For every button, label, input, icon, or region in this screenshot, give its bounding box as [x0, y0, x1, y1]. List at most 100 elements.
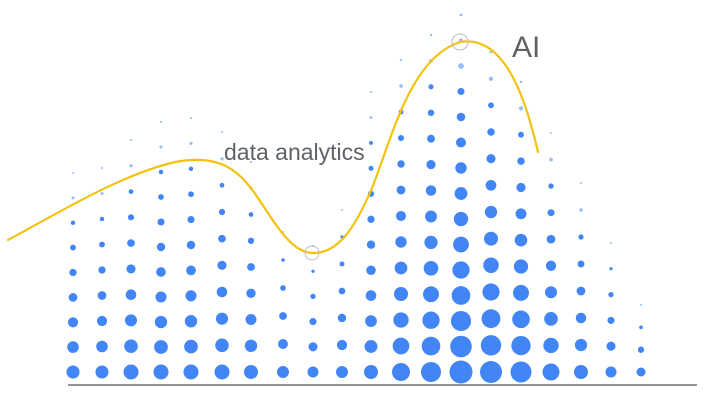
dot: [339, 261, 345, 267]
dot: [215, 338, 229, 353]
dot: [426, 160, 436, 170]
dot: [579, 208, 583, 212]
dot: [482, 283, 500, 301]
dot: [154, 315, 168, 329]
dot: [369, 116, 373, 119]
dot: [575, 312, 587, 324]
dot: [130, 139, 132, 141]
dot: [129, 164, 133, 168]
dot: [542, 363, 560, 381]
dot: [70, 244, 76, 251]
dot: [427, 134, 435, 143]
dot: [397, 160, 405, 168]
dot: [574, 365, 588, 379]
dot: [423, 286, 439, 303]
dot: [99, 241, 105, 248]
dot: [188, 166, 194, 172]
dot: [123, 364, 139, 380]
dot: [280, 285, 286, 291]
dot: [366, 240, 376, 249]
dot: [394, 261, 408, 275]
dot: [637, 346, 645, 353]
dot: [67, 317, 79, 328]
dot: [395, 210, 407, 222]
dot: [338, 287, 346, 295]
dot: [483, 257, 499, 274]
dot: [72, 172, 74, 174]
dot: [365, 315, 377, 327]
dot: [218, 208, 226, 216]
ai-label: AI: [512, 31, 541, 64]
dot: [639, 325, 643, 330]
dot: [395, 236, 407, 248]
data-analytics-label: data analytics: [224, 139, 365, 165]
dot: [248, 212, 254, 217]
dot: [429, 33, 433, 37]
dot: [610, 242, 612, 244]
dot: [245, 314, 257, 325]
dot: [544, 312, 558, 326]
dot: [455, 162, 467, 174]
dot: [481, 309, 501, 329]
dot: [451, 286, 471, 305]
trough-marker: [304, 245, 320, 261]
dot: [580, 182, 582, 184]
dot: [484, 231, 498, 246]
dot: [186, 265, 196, 276]
dot: [244, 339, 258, 353]
dot: [488, 102, 494, 109]
dot: [126, 264, 136, 274]
dot: [424, 235, 438, 250]
dot: [101, 167, 103, 169]
dot: [577, 260, 585, 268]
dot: [100, 192, 104, 195]
dot: [547, 209, 555, 217]
dot: [510, 361, 532, 383]
dot: [184, 339, 198, 354]
dot: [184, 315, 198, 328]
dot: [157, 218, 165, 226]
dot: [158, 194, 164, 200]
dot: [187, 216, 195, 224]
dot: [156, 242, 166, 252]
trend-curve: [6, 40, 540, 255]
dot: [519, 80, 523, 84]
dot: [607, 316, 615, 324]
dot: [514, 233, 528, 247]
dot: [425, 185, 437, 196]
dot: [636, 367, 646, 377]
dot: [396, 185, 406, 195]
dot: [456, 112, 466, 122]
dot: [336, 366, 348, 378]
dot: [125, 289, 137, 301]
dot: [517, 157, 525, 165]
dot: [153, 364, 169, 380]
dot: [428, 84, 434, 90]
dot: [456, 137, 466, 148]
dot: [154, 340, 168, 354]
dot: [516, 182, 526, 193]
dot: [158, 169, 164, 175]
dot: [307, 366, 319, 378]
dot: [364, 365, 378, 379]
dot: [640, 304, 642, 306]
ai-peak-marker: [451, 33, 469, 51]
dot: [310, 293, 316, 299]
dot: [185, 290, 197, 302]
dot: [66, 365, 80, 379]
dot: [549, 131, 553, 135]
dot: [397, 134, 405, 142]
dot: [160, 121, 162, 123]
dot: [449, 360, 473, 384]
dot: [454, 187, 468, 200]
dot: [513, 284, 529, 301]
dot: [480, 361, 502, 383]
dot: [311, 269, 315, 273]
dot: [244, 365, 258, 379]
dot: [366, 265, 376, 275]
dot: [190, 117, 192, 119]
dot: [480, 335, 502, 356]
dot: [368, 165, 374, 171]
dot: [370, 91, 372, 93]
